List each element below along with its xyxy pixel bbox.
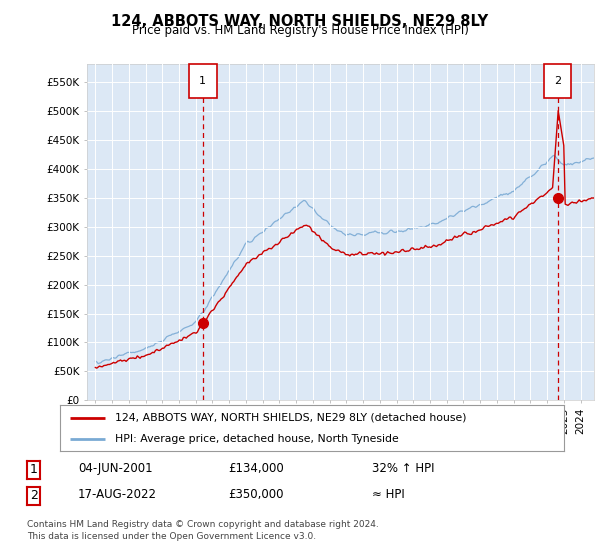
Text: 124, ABBOTS WAY, NORTH SHIELDS, NE29 8LY: 124, ABBOTS WAY, NORTH SHIELDS, NE29 8LY: [112, 14, 488, 29]
Text: 32% ↑ HPI: 32% ↑ HPI: [372, 462, 434, 475]
Text: 04-JUN-2001: 04-JUN-2001: [78, 462, 152, 475]
Text: £350,000: £350,000: [228, 488, 284, 501]
Text: 17-AUG-2022: 17-AUG-2022: [78, 488, 157, 501]
Text: 2: 2: [554, 76, 561, 86]
Text: £134,000: £134,000: [228, 462, 284, 475]
Text: ≈ HPI: ≈ HPI: [372, 488, 405, 501]
FancyBboxPatch shape: [544, 64, 571, 98]
Text: 2: 2: [30, 489, 38, 502]
Text: 124, ABBOTS WAY, NORTH SHIELDS, NE29 8LY (detached house): 124, ABBOTS WAY, NORTH SHIELDS, NE29 8LY…: [115, 413, 467, 423]
Text: 1: 1: [199, 76, 206, 86]
Text: HPI: Average price, detached house, North Tyneside: HPI: Average price, detached house, Nort…: [115, 435, 399, 444]
Text: 1: 1: [30, 463, 38, 477]
FancyBboxPatch shape: [189, 64, 217, 98]
Text: Contains HM Land Registry data © Crown copyright and database right 2024.
This d: Contains HM Land Registry data © Crown c…: [27, 520, 379, 541]
Text: Price paid vs. HM Land Registry's House Price Index (HPI): Price paid vs. HM Land Registry's House …: [131, 24, 469, 37]
